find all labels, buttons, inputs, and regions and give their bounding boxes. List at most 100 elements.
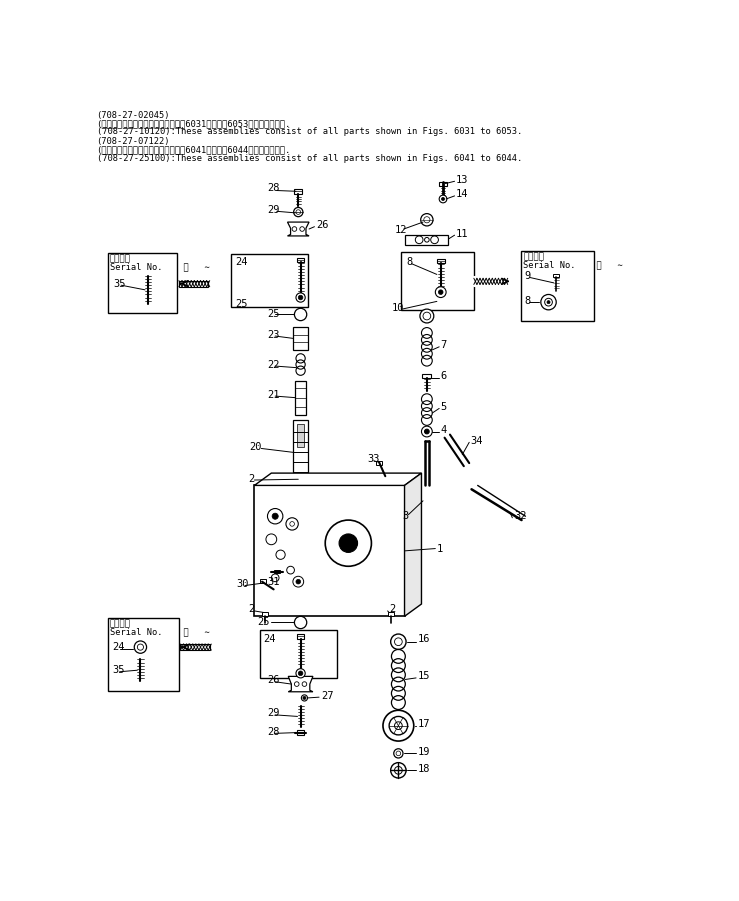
- Bar: [521, 251, 594, 321]
- Text: 14: 14: [456, 189, 469, 199]
- Bar: [474, 278, 505, 285]
- Circle shape: [268, 508, 283, 523]
- Text: Serial No.    ・   ∼: Serial No. ・ ∼: [523, 259, 623, 268]
- Text: 30: 30: [236, 579, 249, 589]
- Circle shape: [293, 577, 304, 587]
- Circle shape: [296, 210, 301, 214]
- Text: 25: 25: [257, 617, 270, 627]
- Text: 1: 1: [437, 543, 443, 553]
- Circle shape: [420, 214, 433, 226]
- Text: 22: 22: [268, 359, 280, 369]
- Polygon shape: [287, 222, 309, 236]
- Text: 7: 7: [440, 341, 447, 350]
- Bar: [293, 420, 308, 486]
- Text: 21: 21: [268, 389, 280, 399]
- Bar: [254, 486, 404, 616]
- Text: 6: 6: [440, 371, 447, 381]
- Circle shape: [271, 574, 279, 582]
- Circle shape: [383, 710, 414, 741]
- Bar: [554, 274, 559, 277]
- Text: 35: 35: [112, 665, 124, 675]
- Bar: [297, 731, 304, 735]
- Bar: [297, 258, 304, 262]
- Polygon shape: [404, 473, 421, 616]
- Circle shape: [545, 298, 552, 306]
- Polygon shape: [405, 235, 449, 245]
- Text: 32: 32: [514, 511, 526, 521]
- Text: 8: 8: [524, 296, 530, 305]
- Text: 適用号等: 適用号等: [109, 620, 131, 629]
- Text: 15: 15: [418, 671, 430, 681]
- Text: 24: 24: [235, 257, 248, 267]
- Circle shape: [302, 695, 307, 701]
- Bar: [108, 253, 177, 313]
- Circle shape: [421, 426, 432, 437]
- Bar: [439, 182, 447, 186]
- Bar: [294, 189, 302, 194]
- Text: 11: 11: [456, 229, 469, 239]
- Text: 9: 9: [524, 271, 530, 281]
- Bar: [231, 254, 308, 306]
- Circle shape: [424, 429, 429, 433]
- Circle shape: [420, 309, 434, 323]
- Text: 24: 24: [112, 642, 124, 652]
- Text: 29: 29: [268, 205, 280, 214]
- Text: 13: 13: [456, 175, 469, 185]
- Bar: [108, 618, 179, 691]
- Text: 35: 35: [114, 278, 126, 288]
- Circle shape: [339, 534, 358, 552]
- Circle shape: [266, 534, 276, 545]
- Circle shape: [134, 641, 146, 653]
- Bar: [299, 477, 303, 482]
- Circle shape: [441, 197, 445, 201]
- Bar: [262, 613, 268, 616]
- Bar: [293, 327, 308, 350]
- Bar: [387, 613, 394, 616]
- Circle shape: [299, 671, 303, 676]
- Polygon shape: [254, 473, 421, 486]
- Text: (これらのアセンブリの構成部品は第6031図から第6053図まで含みます.: (これらのアセンブリの構成部品は第6031図から第6053図まで含みます.: [97, 119, 290, 128]
- Bar: [179, 280, 208, 287]
- Circle shape: [272, 514, 279, 519]
- Text: Serial No.    ・   ∼: Serial No. ・ ∼: [109, 262, 209, 271]
- Text: 16: 16: [418, 634, 430, 644]
- Text: 2: 2: [389, 605, 395, 614]
- Circle shape: [299, 296, 303, 300]
- Text: 3: 3: [402, 511, 409, 521]
- Circle shape: [395, 767, 402, 774]
- Bar: [401, 252, 474, 310]
- Text: 28: 28: [268, 183, 280, 193]
- Bar: [295, 381, 306, 415]
- Text: 10: 10: [391, 304, 403, 314]
- Circle shape: [303, 696, 306, 699]
- Bar: [180, 644, 210, 651]
- Circle shape: [296, 669, 305, 678]
- Bar: [297, 634, 304, 639]
- Text: 12: 12: [395, 224, 407, 235]
- Text: 25: 25: [268, 309, 280, 320]
- Circle shape: [394, 749, 403, 758]
- Text: 4: 4: [440, 425, 447, 435]
- Text: 2: 2: [248, 474, 254, 484]
- Text: 5: 5: [440, 402, 447, 412]
- Circle shape: [325, 520, 372, 566]
- Circle shape: [391, 634, 406, 650]
- Text: 23: 23: [268, 330, 280, 340]
- Text: 18: 18: [418, 764, 430, 774]
- Text: 8: 8: [406, 257, 412, 267]
- Text: (これらのアセンブリの構成部品は第6041図から第6044図まで含みます.: (これらのアセンブリの構成部品は第6041図から第6044図まで含みます.: [97, 145, 290, 154]
- Circle shape: [287, 566, 294, 574]
- Text: 適用号等: 適用号等: [523, 252, 544, 261]
- Bar: [260, 630, 337, 678]
- Text: 19: 19: [418, 747, 430, 757]
- Circle shape: [286, 518, 299, 530]
- Circle shape: [296, 579, 301, 584]
- Text: (708-27-02045): (708-27-02045): [97, 111, 170, 120]
- Circle shape: [435, 287, 446, 297]
- Text: 26: 26: [316, 220, 328, 230]
- Text: (708-27-10120):These assemblies consist of all parts shown in Figs. 6031 to 6053: (708-27-10120):These assemblies consist …: [97, 127, 522, 136]
- Bar: [273, 570, 280, 573]
- Circle shape: [541, 295, 556, 310]
- Circle shape: [296, 293, 305, 302]
- Text: (708-27-25100):These assemblies consist of all parts shown in Figs. 6041 to 6044: (708-27-25100):These assemblies consist …: [97, 154, 522, 163]
